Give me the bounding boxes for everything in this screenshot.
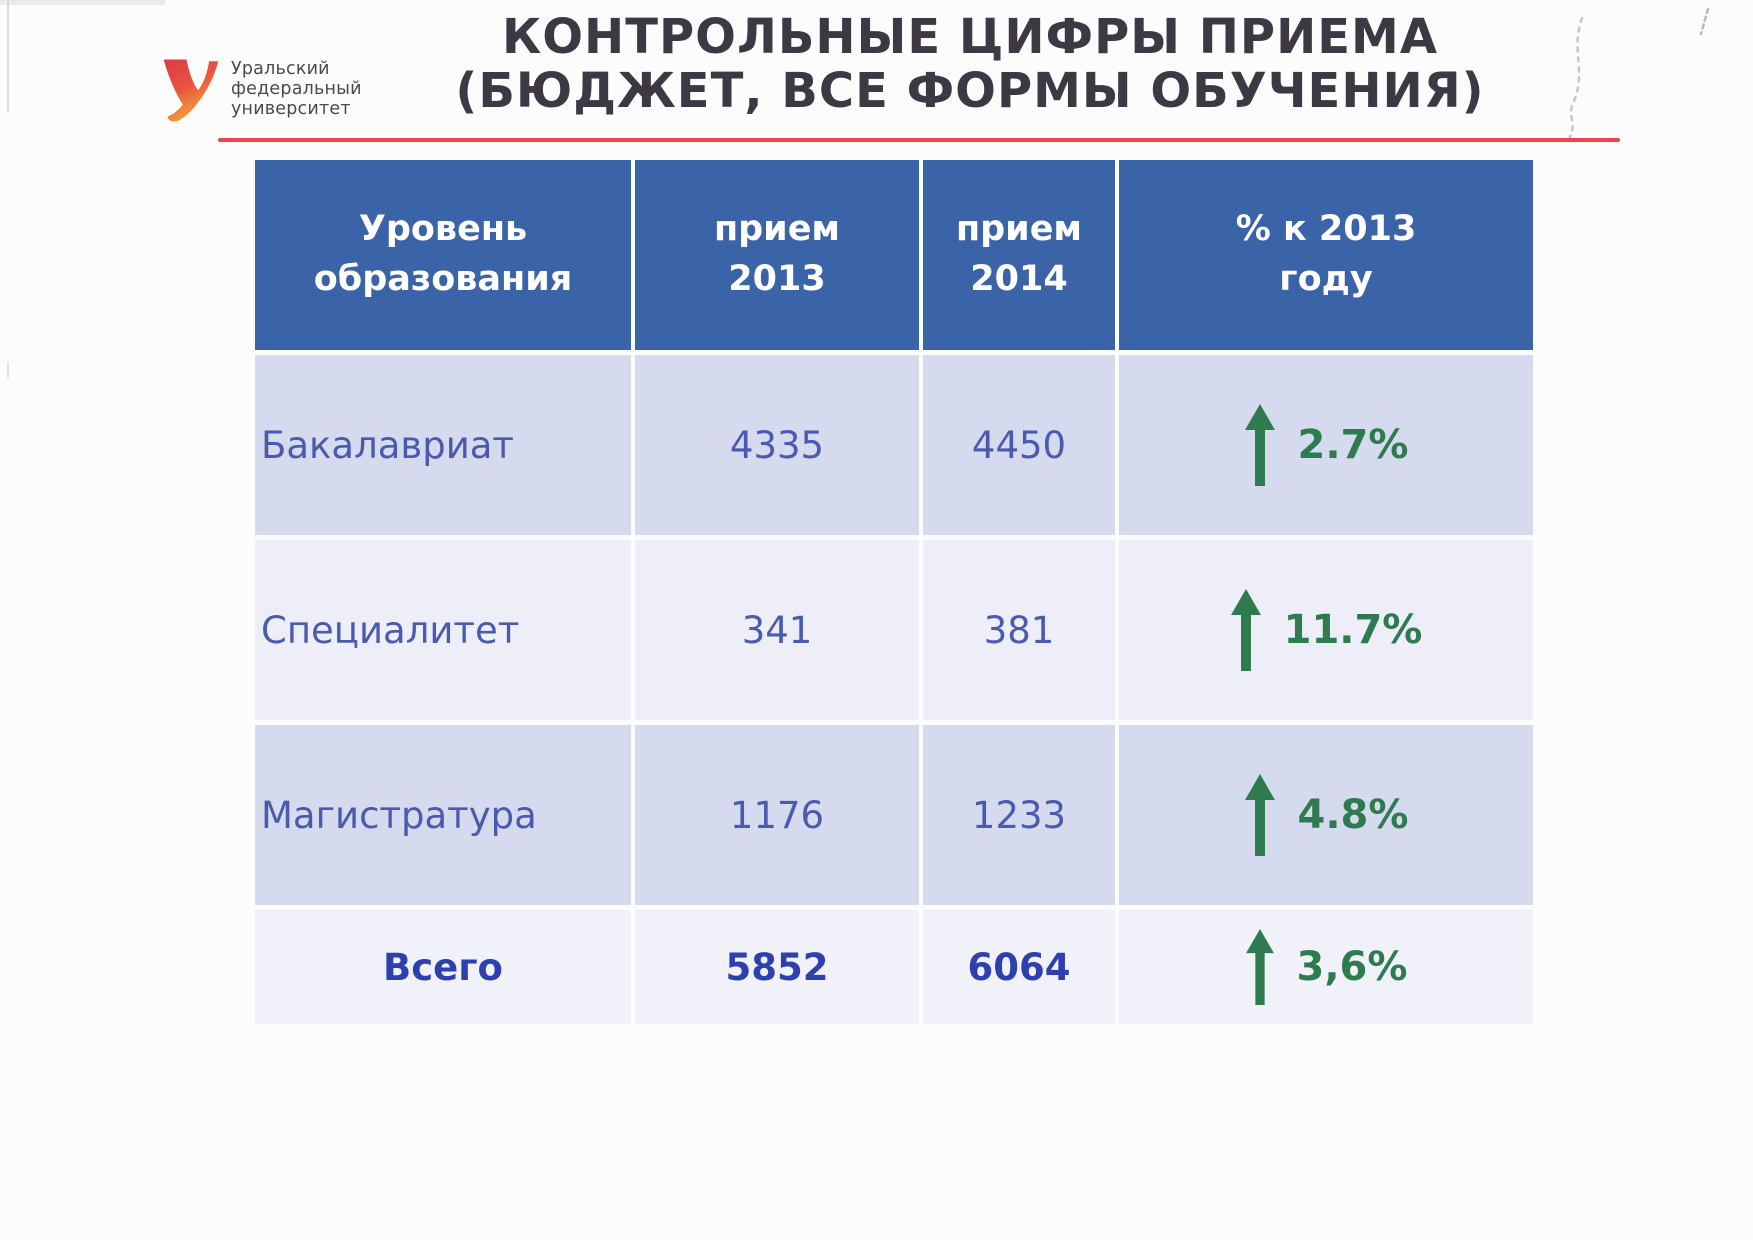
cell-level-specialist: Специалитет	[255, 540, 631, 720]
up-arrow-icon	[1244, 774, 1276, 856]
cell-pct-master: 4.8%	[1119, 725, 1533, 905]
up-arrow-icon	[1245, 929, 1275, 1005]
logo-line-3: университет	[231, 98, 351, 119]
logo-text: Уральский федеральный университет	[231, 59, 362, 120]
title-underline	[218, 138, 1620, 142]
cell-level-total: Всего	[255, 910, 631, 1024]
cell-pct-total: 3,6%	[1119, 910, 1533, 1024]
university-logo: Уральский федеральный университет	[162, 54, 362, 132]
slide-title: КОНТРОЛЬНЫЕ ЦИФРЫ ПРИЕМА (БЮДЖЕТ, ВСЕ ФО…	[385, 9, 1555, 120]
cell-adm2013-master: 1176	[635, 725, 919, 905]
col-header-pct: % к 2013 году	[1119, 160, 1533, 350]
cell-adm2014-bachelor: 4450	[923, 355, 1115, 535]
pct-value: 11.7%	[1283, 607, 1423, 653]
pct-value: 3,6%	[1296, 944, 1408, 990]
col-header-level: Уровень образования	[255, 160, 631, 350]
cell-adm2014-specialist: 381	[923, 540, 1115, 720]
urfu-logo-icon	[162, 54, 220, 132]
cell-adm2013-specialist: 341	[635, 540, 919, 720]
cell-adm2014-total: 6064	[923, 910, 1115, 1024]
logo-line-1: Уральский	[231, 59, 330, 79]
pct-value: 4.8%	[1297, 792, 1409, 838]
cell-level-master: Магистратура	[255, 725, 631, 905]
admissions-table: Уровень образования прием 2013 прием 201…	[255, 160, 1533, 1024]
title-line-2: (БЮДЖЕТ, ВСЕ ФОРМЫ ОБУЧЕНИЯ)	[455, 63, 1485, 120]
scan-artifact-left-edge-2	[7, 362, 9, 378]
scan-artifact-corner-tick	[1694, 6, 1714, 42]
scan-artifact-top-streak	[0, 0, 165, 5]
up-arrow-icon	[1230, 589, 1262, 671]
pct-value: 2.7%	[1297, 422, 1409, 468]
col-header-adm2013: прием 2013	[635, 160, 919, 350]
cell-level-bachelor: Бакалавриат	[255, 355, 631, 535]
cell-adm2013-bachelor: 4335	[635, 355, 919, 535]
cell-pct-bachelor: 2.7%	[1119, 355, 1533, 535]
col-header-adm2014: прием 2014	[923, 160, 1115, 350]
title-line-1: КОНТРОЛЬНЫЕ ЦИФРЫ ПРИЕМА	[502, 9, 1438, 65]
scan-artifact-squiggle	[1558, 14, 1598, 150]
cell-adm2013-total: 5852	[635, 910, 919, 1024]
up-arrow-icon	[1244, 404, 1276, 486]
cell-adm2014-master: 1233	[923, 725, 1115, 905]
cell-pct-specialist: 11.7%	[1119, 540, 1533, 720]
logo-line-2: федеральный	[231, 78, 362, 99]
scan-artifact-left-edge	[7, 0, 9, 112]
